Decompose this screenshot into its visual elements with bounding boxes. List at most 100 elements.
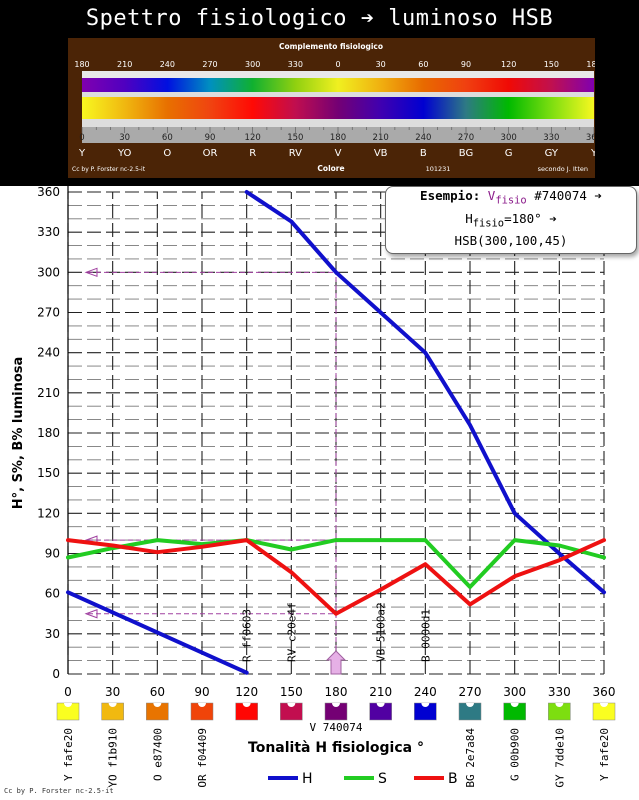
x-tick-label: 0 [64, 685, 72, 699]
hue-swatch-notch [332, 703, 340, 707]
spectrum-panel: Complemento fisiologico 180 210 240 270 300 33… [68, 38, 602, 178]
hue-code-label: G 00b900 [509, 728, 522, 781]
hue-code-label: Y fafe20 [598, 728, 611, 781]
spectrum-abbreviation: RV [289, 148, 302, 159]
hue-swatch-notch [600, 703, 608, 707]
spectrum-ruler-mid [82, 119, 594, 127]
example-line-2: Hfisio=180° ➔ [386, 210, 636, 233]
spectrum-code: 101231 [426, 165, 451, 173]
example-hex: #740074 [534, 188, 587, 203]
hue-swatch-notch [153, 703, 162, 707]
spectrum-top-tick: 330 [288, 60, 303, 69]
spectrum-top-tick: 30 [376, 60, 386, 69]
hue-code-label: O e87400 [151, 728, 164, 781]
x-axis-label: Tonalità H fisiologica ° [248, 740, 424, 756]
hue-swatch-notch [555, 703, 564, 707]
series-B [66, 538, 606, 616]
x-tick-label: 210 [369, 685, 392, 699]
spectrum-top-caption: Complemento fisiologico [279, 42, 383, 51]
y-tick-label: 180 [37, 426, 60, 440]
spectrum-bottom-tick: 60 [162, 133, 173, 143]
spectrum-top-tick: 120 [501, 60, 516, 69]
hue-code-label: V 740074 [310, 721, 363, 734]
hue-swatch-notch [242, 703, 251, 707]
footer-credit: Cc by P. Forster nc-2.5-it [4, 787, 114, 795]
x-tick-label: 90 [194, 685, 209, 699]
header-panel: Spettro fisiologico ➔ luminoso HSB Compl… [0, 0, 639, 186]
annotation-up-arrow [325, 650, 347, 675]
y-tick-label: 30 [45, 627, 60, 641]
example-hsb: HSB(300,100,45) [454, 233, 568, 248]
series-line-H [66, 590, 249, 675]
hue-code-label: RV c20e4f [285, 602, 298, 662]
spectrum-bottom-tick: 150 [287, 133, 303, 143]
x-tick-label: 30 [105, 685, 120, 699]
y-tick-label: 90 [45, 547, 60, 561]
spectrum-credit: Cc by P. Forster nc-2.5-it [72, 166, 146, 173]
y-tick-label: 120 [37, 506, 60, 520]
spectrum-abbreviation: Y [590, 148, 595, 159]
spectrum-bottom-tick: 360 [586, 133, 595, 143]
example-h-symbol: H [465, 210, 473, 226]
spectrum-bottom-tick: 300 [501, 133, 517, 143]
x-tick-label: 180 [325, 685, 348, 699]
spectrum-bottom-tick: 270 [458, 133, 474, 143]
spectrum-ruler-top [82, 71, 594, 78]
y-tick-label: 60 [45, 587, 60, 601]
spectrum-abbreviation: BG [459, 148, 473, 159]
hue-swatch-notch [108, 703, 117, 707]
spectrum-bottom-tick: 330 [543, 133, 559, 143]
hue-code-label: YO f1b910 [107, 728, 120, 788]
example-h-sub: fisio [472, 217, 505, 229]
legend-label-B: B [448, 771, 458, 787]
series-S [66, 538, 606, 589]
spectrum-top-tick: 60 [418, 60, 428, 69]
spectrum-abbreviation: OR [203, 148, 218, 159]
spectrum-abbreviation: V [335, 148, 342, 159]
example-label: Esempio: [420, 188, 481, 203]
spectrum-color-bar [82, 97, 594, 119]
hue-code-label: VB 5100a2 [375, 602, 388, 662]
spectrum-bottom-tick: 240 [415, 133, 431, 143]
hue-swatch-notch [376, 703, 385, 707]
spectrum-abbreviation: GY [545, 148, 559, 159]
example-line-1: Esempio: Vfisio #740074 ➔ [386, 187, 636, 210]
spectrum-bottom-tick: 90 [205, 133, 216, 143]
example-arrow-1: ➔ [594, 188, 602, 203]
legend-label-H: H [302, 771, 313, 787]
hue-codes: Y fafe20 YO f1b910 O e87400 OR f04409 R ff06… [56, 602, 616, 788]
spectrum-divider [82, 92, 594, 97]
y-tick-label: 270 [37, 306, 60, 320]
spectrum-source: secondo J. Itten [538, 165, 588, 173]
hue-swatch-notch [64, 703, 72, 707]
spectrum-abbreviation: YO [117, 148, 132, 159]
y-tick-label: 330 [37, 225, 60, 239]
page-title: Spettro fisiologico ➔ luminoso HSB [85, 6, 554, 31]
spectrum-bottom-tick: 30 [119, 133, 130, 143]
spectrum-top-tick: 0 [335, 60, 340, 69]
spectrum-top-tick: 180 [74, 60, 89, 69]
hue-code-label: B 0000d1 [419, 609, 432, 662]
hue-code-label: Y fafe20 [62, 728, 75, 781]
y-tick-label: 0 [52, 667, 60, 681]
hue-swatch-notch [287, 703, 296, 707]
example-arrow-2: ➔ [549, 210, 557, 226]
hue-swatch-notch [198, 703, 206, 707]
spectrum-abbreviation: Y [78, 148, 86, 159]
hue-code-label: R ff0603 [241, 609, 254, 662]
x-tick-label: 240 [414, 685, 437, 699]
spectrum-top-tick: 180 [586, 60, 595, 69]
spectrum-bottom-tick: 0 [79, 133, 84, 143]
spectrum-top-tick: 210 [117, 60, 132, 69]
hue-code-label: GY 7dde10 [553, 728, 566, 788]
y-tick-label: 240 [37, 346, 60, 360]
hue-swatch-notch [510, 703, 519, 707]
example-v-symbol: V [487, 188, 496, 203]
series-line-S [66, 538, 606, 589]
x-tick-label: 150 [280, 685, 303, 699]
example-annotations [84, 267, 347, 675]
annotation-arrow-head [84, 609, 98, 619]
spectrum-top-tick: 90 [461, 60, 471, 69]
spectrum-abbreviation: VB [374, 148, 388, 159]
